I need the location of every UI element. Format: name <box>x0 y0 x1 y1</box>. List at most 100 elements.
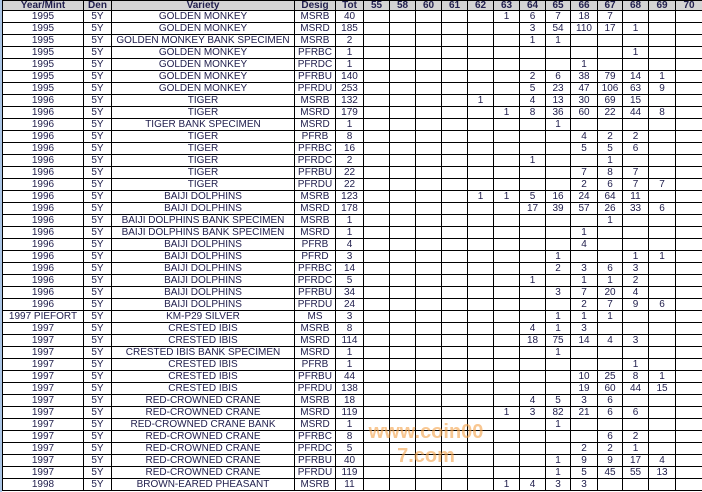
grade-count-cell[interactable] <box>467 22 494 35</box>
grade-count-cell[interactable] <box>648 94 676 107</box>
grade-count-cell[interactable] <box>467 382 494 395</box>
den-cell[interactable]: 5Y <box>83 310 112 323</box>
grade-count-cell[interactable] <box>389 202 416 215</box>
grade-count-cell[interactable] <box>648 34 676 47</box>
grade-count-cell[interactable] <box>570 118 598 131</box>
grade-count-cell[interactable] <box>363 82 390 95</box>
grade-count-cell[interactable]: 5 <box>545 394 571 407</box>
den-cell[interactable]: 5Y <box>83 10 112 23</box>
grade-count-cell[interactable] <box>648 394 676 407</box>
grade-count-cell[interactable] <box>363 466 390 479</box>
grade-count-cell[interactable] <box>519 466 546 479</box>
grade-count-cell[interactable] <box>415 406 442 419</box>
grade-count-cell[interactable] <box>441 478 468 491</box>
grade-count-cell[interactable] <box>389 442 416 455</box>
grade-count-cell[interactable]: 25 <box>597 370 623 383</box>
grade-count-cell[interactable] <box>363 262 390 275</box>
grade-count-cell[interactable] <box>467 178 494 191</box>
grade-count-cell[interactable] <box>519 226 546 239</box>
grade-count-cell[interactable]: 75 <box>545 334 571 347</box>
year-cell[interactable]: 1996 <box>2 214 84 227</box>
grade-count-cell[interactable] <box>389 286 416 299</box>
year-cell[interactable]: 1996 <box>2 154 84 167</box>
grade-count-cell[interactable] <box>441 238 468 251</box>
grade-count-cell[interactable] <box>570 418 598 431</box>
variety-cell[interactable]: CRESTED IBIS <box>111 382 295 395</box>
grade-count-cell[interactable]: 1 <box>570 274 598 287</box>
total-cell[interactable]: 123 <box>335 190 364 203</box>
grade-count-cell[interactable] <box>467 10 494 23</box>
grade-count-cell[interactable]: 2 <box>622 274 649 287</box>
variety-cell[interactable]: GOLDEN MONKEY BANK SPECIMEN <box>111 34 295 47</box>
desig-cell[interactable]: MSRB <box>294 322 336 335</box>
grade-count-cell[interactable] <box>415 226 442 239</box>
grade-count-cell[interactable]: 17 <box>519 202 546 215</box>
grade-count-cell[interactable] <box>389 34 416 47</box>
variety-cell[interactable]: TIGER <box>111 142 295 155</box>
total-cell[interactable]: 1 <box>335 418 364 431</box>
grade-count-cell[interactable] <box>675 286 702 299</box>
column-header[interactable]: 60 <box>415 0 442 11</box>
grade-count-cell[interactable] <box>545 226 571 239</box>
variety-cell[interactable]: RED-CROWNED CRANE <box>111 442 295 455</box>
grade-count-cell[interactable]: 1 <box>597 274 623 287</box>
grade-count-cell[interactable] <box>519 370 546 383</box>
grade-count-cell[interactable] <box>467 166 494 179</box>
grade-count-cell[interactable] <box>493 346 520 359</box>
grade-count-cell[interactable] <box>467 250 494 263</box>
grade-count-cell[interactable] <box>675 478 702 491</box>
grade-count-cell[interactable] <box>363 358 390 371</box>
den-cell[interactable]: 5Y <box>83 154 112 167</box>
grade-count-cell[interactable] <box>493 214 520 227</box>
grade-count-cell[interactable]: 6 <box>545 70 571 83</box>
grade-count-cell[interactable] <box>493 46 520 59</box>
variety-cell[interactable]: TIGER BANK SPECIMEN <box>111 118 295 131</box>
variety-cell[interactable]: CRESTED IBIS <box>111 334 295 347</box>
grade-count-cell[interactable]: 1 <box>519 154 546 167</box>
grade-count-cell[interactable]: 5 <box>570 142 598 155</box>
grade-count-cell[interactable] <box>415 358 442 371</box>
grade-count-cell[interactable] <box>363 442 390 455</box>
grade-count-cell[interactable] <box>545 238 571 251</box>
grade-count-cell[interactable]: 3 <box>519 22 546 35</box>
column-header[interactable]: 62 <box>467 0 494 11</box>
grade-count-cell[interactable] <box>389 346 416 359</box>
total-cell[interactable]: 179 <box>335 106 364 119</box>
grade-count-cell[interactable] <box>622 310 649 323</box>
year-cell[interactable]: 1996 <box>2 262 84 275</box>
grade-count-cell[interactable] <box>493 22 520 35</box>
grade-count-cell[interactable] <box>493 178 520 191</box>
grade-count-cell[interactable]: 2 <box>622 130 649 143</box>
column-header[interactable]: 64 <box>519 0 546 11</box>
grade-count-cell[interactable]: 1 <box>622 22 649 35</box>
grade-count-cell[interactable] <box>675 82 702 95</box>
grade-count-cell[interactable] <box>467 214 494 227</box>
column-header[interactable]: 69 <box>648 0 676 11</box>
grade-count-cell[interactable] <box>519 346 546 359</box>
grade-count-cell[interactable] <box>389 334 416 347</box>
grade-count-cell[interactable]: 57 <box>570 202 598 215</box>
grade-count-cell[interactable]: 106 <box>597 82 623 95</box>
desig-cell[interactable]: MSRD <box>294 226 336 239</box>
total-cell[interactable]: 3 <box>335 250 364 263</box>
grade-count-cell[interactable] <box>597 58 623 71</box>
grade-count-cell[interactable] <box>597 226 623 239</box>
grade-count-cell[interactable] <box>389 466 416 479</box>
grade-count-cell[interactable] <box>493 286 520 299</box>
grade-count-cell[interactable] <box>493 238 520 251</box>
grade-count-cell[interactable] <box>441 34 468 47</box>
variety-cell[interactable]: TIGER <box>111 106 295 119</box>
den-cell[interactable]: 5Y <box>83 82 112 95</box>
grade-count-cell[interactable] <box>441 370 468 383</box>
grade-count-cell[interactable] <box>519 382 546 395</box>
column-header[interactable]: 65 <box>545 0 571 11</box>
grade-count-cell[interactable] <box>493 226 520 239</box>
den-cell[interactable]: 5Y <box>83 202 112 215</box>
grade-count-cell[interactable]: 1 <box>493 190 520 203</box>
grade-count-cell[interactable] <box>648 334 676 347</box>
grade-count-cell[interactable] <box>363 310 390 323</box>
grade-count-cell[interactable] <box>467 46 494 59</box>
grade-count-cell[interactable] <box>648 166 676 179</box>
grade-count-cell[interactable]: 2 <box>597 442 623 455</box>
total-cell[interactable]: 11 <box>335 478 364 491</box>
